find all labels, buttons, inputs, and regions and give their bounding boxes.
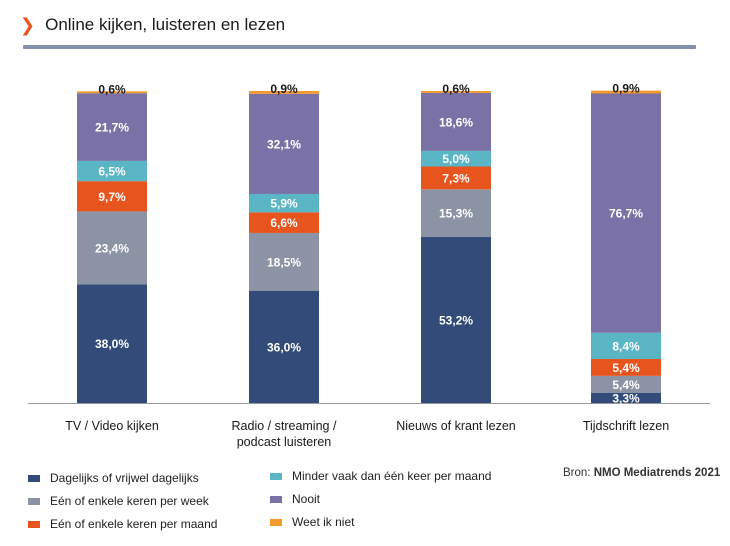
legend-label: Eén of enkele keren per week <box>50 494 209 508</box>
legend-swatch <box>28 520 40 528</box>
data-label: 76,7% <box>609 207 643 221</box>
data-label: 15,3% <box>439 207 473 221</box>
data-label: 3,3% <box>612 391 640 405</box>
bar-segment <box>421 92 491 151</box>
data-label: 0,6% <box>442 82 470 96</box>
data-label: 5,4% <box>612 378 640 392</box>
legend-swatch <box>270 495 282 503</box>
legend-label: Minder vaak dan één keer per maand <box>292 469 492 483</box>
data-label: 18,5% <box>267 255 301 269</box>
bar-segment <box>77 93 147 161</box>
bar-segment <box>421 150 491 167</box>
legend-item: Eén of enkele keren per maand <box>28 517 217 531</box>
category-label: Nieuws of krant lezen <box>396 419 516 433</box>
legend-item: Nooit <box>270 492 320 506</box>
bar-segment <box>591 375 661 393</box>
legend-label: Weet ik niet <box>292 515 355 529</box>
bar-segment <box>249 212 319 233</box>
bar-segment <box>591 93 661 333</box>
chevron-right-icon: ❯ <box>20 15 36 35</box>
bar-segment <box>77 211 147 285</box>
bar-segment <box>77 181 147 212</box>
data-label: 0,6% <box>98 82 126 96</box>
header-divider <box>23 45 696 49</box>
legend-item: Eén of enkele keren per week <box>28 494 209 508</box>
legend-item: Dagelijks of vrijwel dagelijks <box>28 471 199 485</box>
bar-segment <box>77 160 147 182</box>
bar-segment <box>77 91 147 94</box>
bar-segment <box>421 189 491 238</box>
legend-item: Minder vaak dan één keer per maand <box>270 469 491 483</box>
category-label: Tijdschrift lezen <box>583 419 669 433</box>
bar-segment <box>249 290 319 403</box>
legend-label: Dagelijks of vrijwel dagelijks <box>50 471 199 485</box>
bar-segment <box>421 166 491 190</box>
data-label: 6,6% <box>270 216 298 230</box>
legend-swatch <box>28 474 40 482</box>
bar-segment <box>591 332 661 360</box>
bar-segment <box>421 91 491 93</box>
source-name: NMO Mediatrends 2021 <box>593 467 721 479</box>
legend-swatch <box>270 472 282 480</box>
data-label: 9,7% <box>98 190 126 204</box>
bar-segment <box>249 91 319 94</box>
source-prefix: Bron: <box>563 467 591 479</box>
category-label: Radio / streaming / <box>232 419 337 433</box>
source-note: Bron: NMO Mediatrends 2021 <box>563 467 720 479</box>
page-title: Online kijken, luisteren en lezen <box>45 15 286 34</box>
data-label: 18,6% <box>439 115 473 129</box>
data-label: 5,0% <box>442 152 470 166</box>
data-label: 21,7% <box>95 121 129 135</box>
page-header: ❯ Online kijken, luisteren en lezen <box>20 12 285 38</box>
bar-segment <box>591 392 661 403</box>
legend-swatch <box>270 518 282 526</box>
bar-segment <box>77 284 147 403</box>
data-label: 0,9% <box>270 82 298 96</box>
data-label: 32,1% <box>267 137 301 151</box>
data-label: 23,4% <box>95 241 129 255</box>
data-label: 8,4% <box>612 339 640 353</box>
data-label: 0,9% <box>612 82 640 96</box>
legend-label: Eén of enkele keren per maand <box>50 517 218 531</box>
bar-segment <box>591 359 661 376</box>
data-label: 7,3% <box>442 171 470 185</box>
bar-segment <box>249 93 319 194</box>
bar-segment <box>249 193 319 213</box>
data-label: 5,4% <box>612 361 640 375</box>
data-label: 6,5% <box>98 165 126 179</box>
data-label: 36,0% <box>267 340 301 354</box>
bar-segment <box>421 237 491 403</box>
bar-segment <box>591 90 661 94</box>
data-label: 38,0% <box>95 337 129 351</box>
data-label: 53,2% <box>439 314 473 328</box>
legend-swatch <box>28 497 40 505</box>
category-label: TV / Video kijken <box>65 419 159 433</box>
legend-item: Weet ik niet <box>270 515 354 529</box>
legend-label: Nooit <box>292 492 321 506</box>
category-label: podcast luisteren <box>237 435 332 449</box>
data-label: 5,9% <box>270 197 298 211</box>
bar-segment <box>249 232 319 291</box>
